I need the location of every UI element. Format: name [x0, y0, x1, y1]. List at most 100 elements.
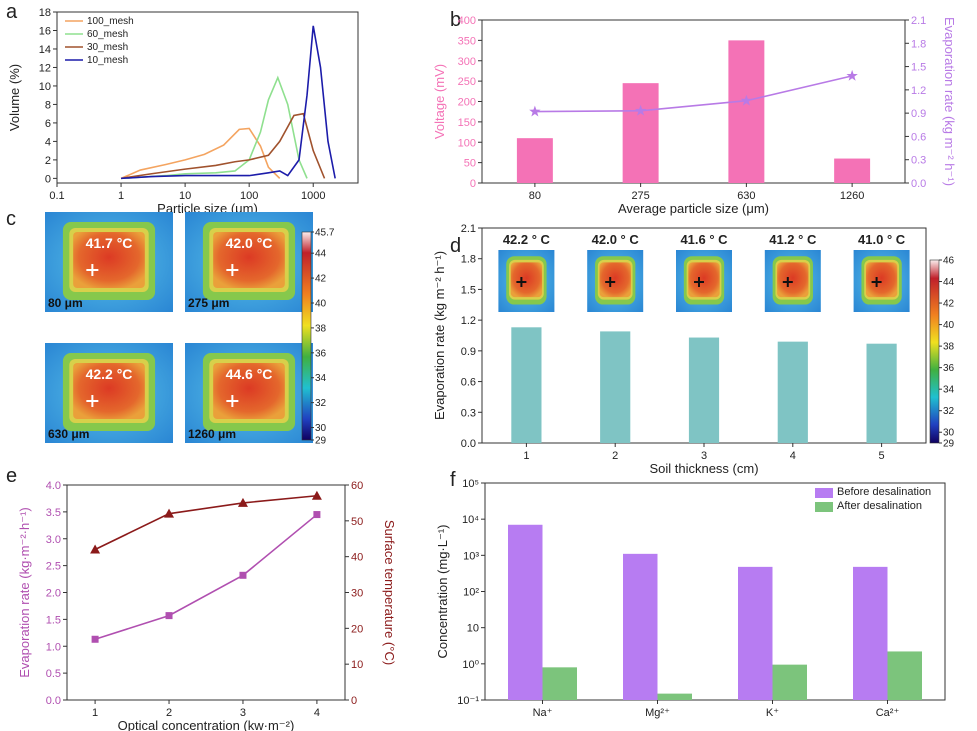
colorbar-tick-label: 40 [943, 320, 955, 331]
image-label: 275 μm [188, 296, 229, 310]
y-tick-label: 3.0 [46, 534, 61, 546]
image-label: 41.2 ° C [769, 232, 817, 247]
y-axis-label: Voltage (mV) [432, 64, 447, 139]
colorbar [302, 232, 311, 440]
image-label: 1260 μm [188, 427, 236, 441]
marker [313, 511, 320, 518]
temperature-label: 41.7 °C [86, 235, 133, 251]
marker [312, 491, 322, 500]
y-tick-label: 300 [458, 56, 476, 68]
thermal-core [688, 262, 719, 297]
panel-letter: a [6, 1, 18, 23]
colorbar-tick-label: 29 [315, 436, 327, 447]
x-axis-label: Soil thickness (cm) [649, 461, 758, 476]
x-tick-label: K⁺ [766, 707, 779, 719]
x-tick-label: Mg²⁺ [645, 707, 670, 719]
y2-tick-label: 20 [351, 623, 363, 635]
temperature-label: 44.6 °C [226, 366, 273, 382]
thermal-core [777, 262, 808, 297]
panel: e0.00.51.01.52.02.53.03.54.0010203040506… [6, 465, 397, 731]
y-tick-label: 4.0 [46, 480, 61, 492]
marker [239, 572, 246, 579]
y-tick-label: 2.5 [46, 561, 61, 573]
bar [778, 342, 808, 443]
panel-letter: c [6, 208, 16, 230]
legend-swatch [815, 488, 833, 498]
x-tick-label: 4 [314, 707, 320, 719]
temperature-label: 42.2 °C [86, 366, 133, 382]
colorbar-tick-label: 44 [943, 277, 955, 288]
bar [543, 667, 578, 700]
y-tick-label: 10⁰ [462, 659, 479, 671]
marker [529, 106, 540, 117]
x-axis-label: Optical concentration (kw·m⁻²) [118, 718, 295, 731]
y-tick-label: 4 [45, 136, 51, 148]
x-tick-label: 1 [118, 190, 124, 202]
y2-tick-label: 0.0 [911, 178, 926, 190]
colorbar-tick-label: 34 [315, 373, 327, 384]
plot-frame [67, 485, 345, 700]
legend-label: Before desalination [837, 486, 931, 498]
legend-swatch [815, 502, 833, 512]
y2-tick-label: 2.1 [911, 15, 926, 27]
colorbar-tick-label: 36 [315, 348, 327, 359]
y2-tick-label: 1.2 [911, 85, 926, 97]
y-tick-label: 10⁻¹ [457, 695, 479, 707]
legend-label: 100_mesh [87, 16, 134, 27]
y-tick-label: 18 [39, 7, 51, 19]
y-tick-label: 0.0 [461, 438, 476, 450]
y2-tick-label: 1.8 [911, 38, 926, 50]
series-line [121, 128, 280, 178]
colorbar-tick-label: 36 [943, 363, 955, 374]
x-tick-label: 1 [92, 707, 98, 719]
legend-label: 30_mesh [87, 42, 128, 53]
marker [90, 545, 100, 554]
series-line [121, 78, 307, 179]
colorbar-tick-label: 46 [943, 256, 955, 267]
bar [728, 40, 764, 183]
colorbar-tick-label: 42 [315, 274, 327, 285]
colorbar-tick-label: 44 [315, 249, 327, 260]
bar [623, 554, 658, 700]
bar [600, 331, 630, 443]
x-tick-label: 80 [529, 190, 541, 202]
panel-letter: e [6, 465, 17, 487]
y2-tick-label: 0.6 [911, 131, 926, 143]
y-tick-label: 250 [458, 76, 476, 88]
bar [867, 344, 897, 443]
colorbar-tick-label: 45.7 [315, 228, 335, 239]
y-tick-label: 0.6 [461, 377, 476, 389]
colorbar-tick-label: 32 [943, 406, 955, 417]
marker [846, 70, 857, 81]
y2-tick-label: 10 [351, 659, 363, 671]
marker [92, 636, 99, 643]
x-tick-label: 5 [879, 450, 885, 462]
y2-axis-label: Surface temperature (°C) [382, 520, 397, 665]
thermal-core [511, 262, 542, 297]
series-line [121, 26, 335, 179]
y-tick-label: 10 [467, 623, 479, 635]
y-tick-label: 0.9 [461, 346, 476, 358]
panel-letter: d [450, 235, 461, 257]
y2-tick-label: 40 [351, 552, 363, 564]
y-tick-label: 6 [45, 118, 51, 130]
colorbar-tick-label: 34 [943, 385, 955, 396]
y-axis-label: Volume (%) [7, 64, 22, 131]
y2-tick-label: 60 [351, 480, 363, 492]
panel: d0.00.30.60.91.21.51.82.112345Soil thick… [432, 223, 955, 476]
y-tick-label: 150 [458, 117, 476, 129]
legend-label: After desalination [837, 500, 922, 512]
bar [853, 567, 888, 700]
bar [508, 525, 543, 700]
y2-tick-label: 1.5 [911, 62, 926, 74]
bar [834, 159, 870, 183]
y-tick-label: 0 [45, 173, 51, 185]
colorbar-tick-label: 38 [315, 323, 327, 334]
x-axis-label: Average particle size (μm) [618, 201, 769, 216]
y-tick-label: 10² [463, 587, 479, 599]
colorbar-tick-label: 29 [943, 439, 955, 450]
y-tick-label: 10 [39, 81, 51, 93]
bar [658, 694, 693, 700]
y-tick-label: 1.2 [461, 315, 476, 327]
